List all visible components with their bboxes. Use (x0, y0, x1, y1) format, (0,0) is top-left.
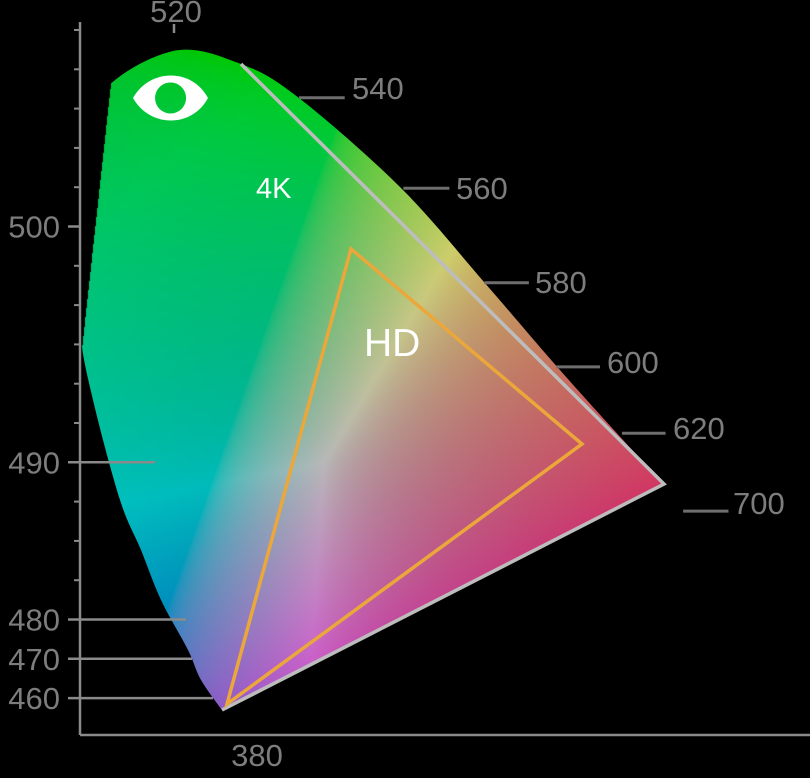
svg-text:560: 560 (456, 171, 508, 206)
svg-text:500: 500 (8, 210, 60, 245)
svg-text:580: 580 (535, 265, 587, 300)
svg-text:540: 540 (352, 71, 404, 106)
svg-text:600: 600 (607, 345, 659, 380)
svg-text:480: 480 (8, 603, 60, 638)
svg-text:620: 620 (673, 411, 725, 446)
svg-text:HD: HD (364, 322, 420, 365)
svg-text:700: 700 (733, 486, 785, 521)
svg-text:4K: 4K (256, 173, 292, 205)
svg-text:380: 380 (231, 738, 283, 773)
svg-text:470: 470 (8, 642, 60, 677)
svg-text:520: 520 (150, 0, 202, 29)
svg-text:490: 490 (8, 445, 60, 480)
svg-text:460: 460 (8, 681, 60, 716)
